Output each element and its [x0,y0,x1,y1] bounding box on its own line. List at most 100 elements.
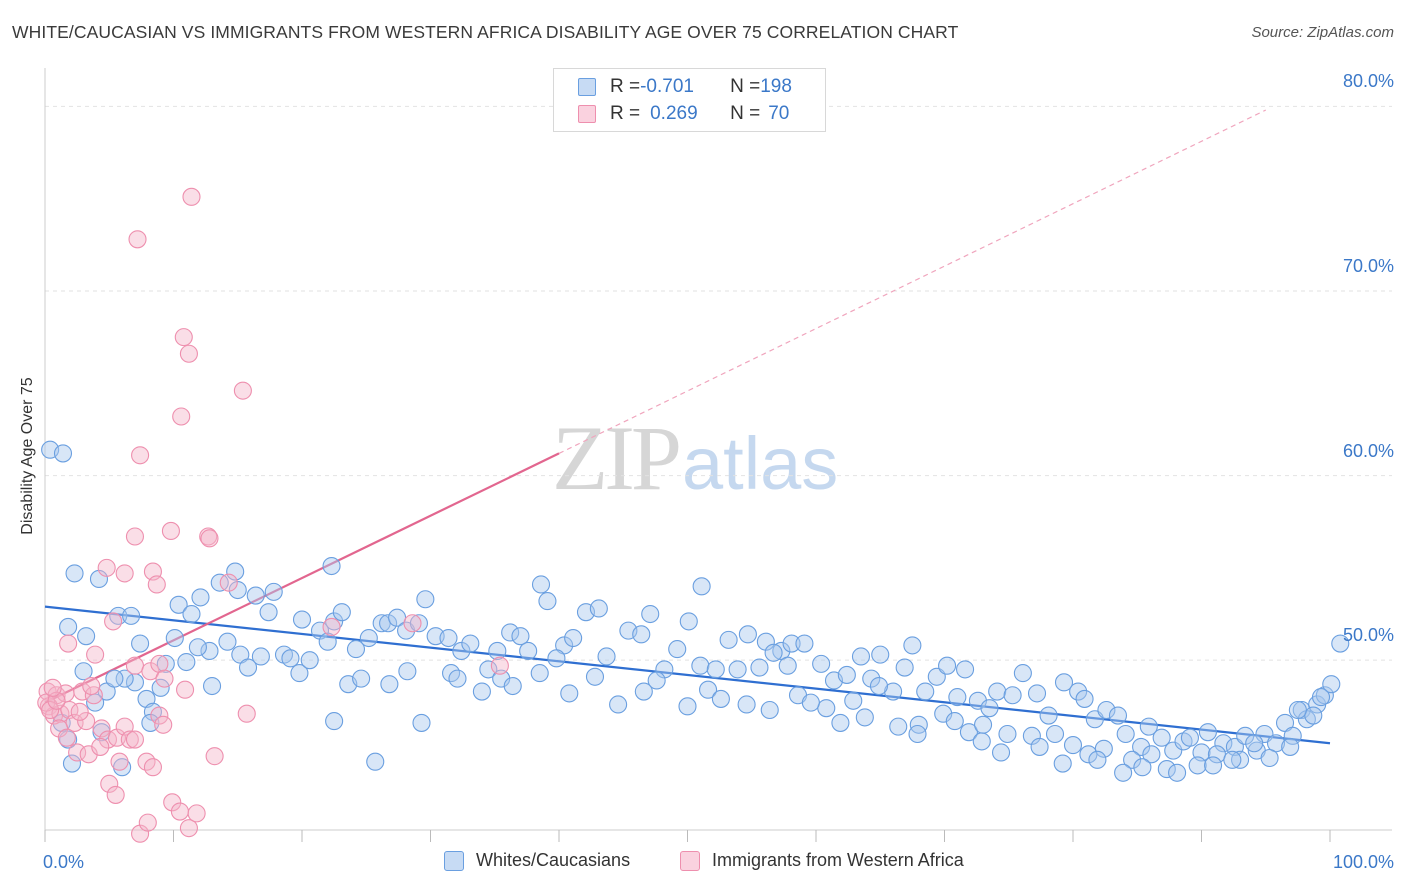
point-whites [1075,689,1094,708]
point-whites [1288,700,1307,720]
point-whites [379,614,398,633]
point-immigrants [403,614,422,633]
point-whites [678,697,697,716]
point-whites [1304,706,1323,725]
point-whites [1180,728,1199,747]
point-whites [1003,686,1022,705]
point-immigrants [150,706,169,725]
legend-r-value: -0.701 [640,76,694,97]
point-whites [972,732,991,751]
series-legend-immigrants: Immigrants from Western Africa [680,850,964,871]
point-immigrants [86,645,105,664]
point-whites [409,614,428,633]
point-immigrants [125,527,144,546]
point-whites [1133,758,1152,777]
point-whites [692,577,711,596]
legend-n-label: N = [730,103,761,124]
point-whites [668,640,687,659]
point-whites [191,588,210,607]
point-whites [1188,756,1207,775]
point-whites [169,595,188,614]
point-whites [589,599,608,618]
point-whites [956,660,975,679]
y-tick-label: 60.0% [1342,440,1394,461]
point-immigrants [115,564,134,583]
point-whites [218,632,237,651]
point-whites [109,606,128,625]
point-whites [1069,682,1088,701]
point-immigrants [172,407,191,426]
point-whites [1097,700,1116,720]
point-immigrants [77,712,96,731]
point-whites [300,651,319,670]
trend-line-whites [44,605,1331,745]
point-whites [322,556,341,576]
point-whites [1142,745,1161,764]
point-whites [737,695,756,714]
series-swatch-whites [444,850,464,871]
point-whites [1331,634,1350,653]
y-tick-label: 50.0% [1342,625,1394,646]
trend-line-immigrants [44,452,560,704]
point-whites [448,669,467,688]
point-whites [1322,675,1341,694]
point-whites [151,678,170,697]
point-whites [74,662,93,681]
point-whites [479,660,498,679]
point-whites [246,586,265,605]
point-immigrants [59,634,78,653]
point-whites [711,689,730,708]
point-whites [855,708,874,727]
point-whites [801,693,820,712]
point-immigrants [57,728,76,747]
point-whites [332,603,351,622]
point-whites [908,724,927,744]
point-whites [65,564,84,583]
point-whites [764,643,783,662]
point-whites [691,656,710,675]
point-immigrants [125,656,144,675]
point-immigrants [82,676,101,696]
point-immigrants [106,785,125,804]
point-whites [1053,754,1072,773]
point-whites [519,641,538,660]
point-whites [851,647,871,666]
point-whites [1152,728,1171,747]
point-whites [1139,717,1158,736]
point-whites [988,682,1007,701]
y-axis-label: Disability Age Over 75 [19,377,36,535]
series-swatch-immigrants [680,850,700,871]
point-whites [795,634,814,653]
point-immigrants [179,344,198,363]
point-whites [531,575,551,594]
point-immigrants [174,328,193,347]
point-whites [889,717,908,736]
point-whites [778,656,797,675]
point-whites [1045,724,1065,744]
legend-r-label: R = [610,76,641,97]
point-immigrants [205,747,224,766]
point-whites [597,647,616,666]
watermark: ZIPatlas [552,405,838,511]
point-whites [1063,736,1083,755]
point-whites [1013,664,1032,683]
point-immigrants [128,230,147,249]
point-whites [380,675,399,694]
point-whites [945,712,964,731]
legend-n-label: N = [730,76,761,97]
point-whites [973,715,993,734]
point-whites [461,634,480,653]
point-immigrants [125,730,144,749]
point-immigrants [170,802,189,821]
source-label: Source: ZipAtlas.com [1251,24,1394,41]
point-whites [62,754,82,773]
point-immigrants [120,730,139,749]
point-whites [156,654,175,673]
point-immigrants [179,819,198,838]
point-immigrants [73,682,92,701]
point-whites [366,752,385,771]
point-whites [1030,737,1049,756]
point-whites [511,627,530,646]
point-whites [203,676,222,696]
point-whites [538,592,557,611]
